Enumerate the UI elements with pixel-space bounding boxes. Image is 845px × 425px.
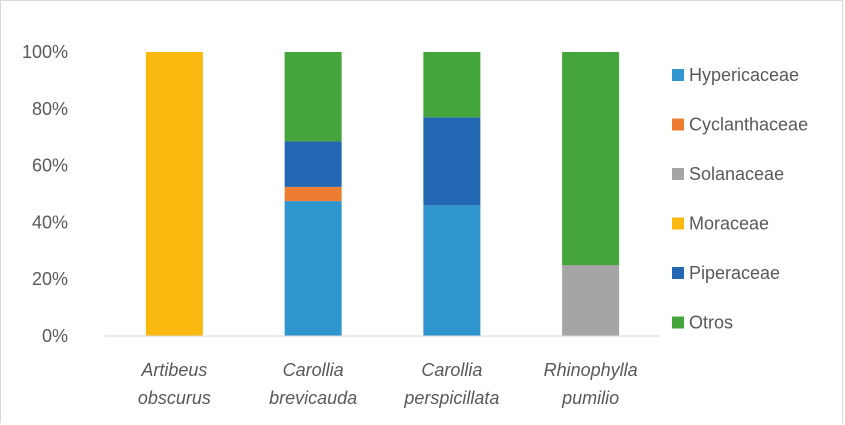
y-tick-label: 80% — [32, 99, 68, 119]
bar-segment-solanaceae — [562, 265, 620, 336]
bar-segment-hypericaceae — [284, 201, 342, 336]
category-label: Rhinophylla — [544, 360, 638, 380]
category-label: brevicauda — [269, 388, 357, 408]
legend-swatch — [672, 118, 684, 131]
legend-swatch — [672, 267, 684, 279]
category-label: obscurus — [138, 388, 211, 408]
legend-swatch — [672, 316, 684, 329]
y-tick-label: 0% — [42, 326, 68, 346]
legend-label: Hypericaceae — [689, 65, 799, 85]
legend: Hypericaceae Cyclanthaceae Solanaceae Morac… — [672, 65, 808, 333]
y-tick-label: 20% — [32, 269, 68, 289]
y-tick-label: 100% — [22, 42, 68, 62]
y-tick-label: 40% — [32, 212, 68, 232]
bar-segment-otros — [423, 52, 481, 118]
bar-segment-piperaceae — [284, 141, 342, 187]
category-label: Carollia — [421, 360, 482, 380]
y-axis: 0% 20% 40% 60% 80% 100% — [22, 42, 68, 346]
category-label: pumilio — [561, 388, 619, 408]
legend-label: Piperaceae — [689, 263, 780, 283]
bar-segment-hypericaceae — [423, 205, 481, 336]
legend-swatch — [672, 168, 684, 180]
bar-segment-otros — [562, 52, 620, 265]
legend-label: Otros — [689, 313, 733, 333]
legend-swatch — [672, 69, 684, 81]
category-label: Carollia — [283, 360, 344, 380]
legend-label: Solanaceae — [689, 164, 784, 184]
category-label: Artibeus — [140, 360, 207, 380]
bar-segment-otros — [284, 52, 342, 142]
bar-segment-moraceae — [145, 52, 203, 336]
bar-segment-piperaceae — [423, 117, 481, 206]
legend-label: Moraceae — [689, 214, 769, 234]
category-label: perspicillata — [403, 388, 499, 408]
legend-label: Cyclanthaceae — [689, 115, 808, 135]
bar-segment-cyclanthaceae — [284, 186, 342, 202]
legend-swatch — [672, 217, 684, 230]
x-axis: Artibeus obscurus Carollia brevicauda Caroll… — [138, 360, 638, 408]
y-tick-label: 60% — [32, 156, 68, 176]
bars — [145, 52, 620, 336]
